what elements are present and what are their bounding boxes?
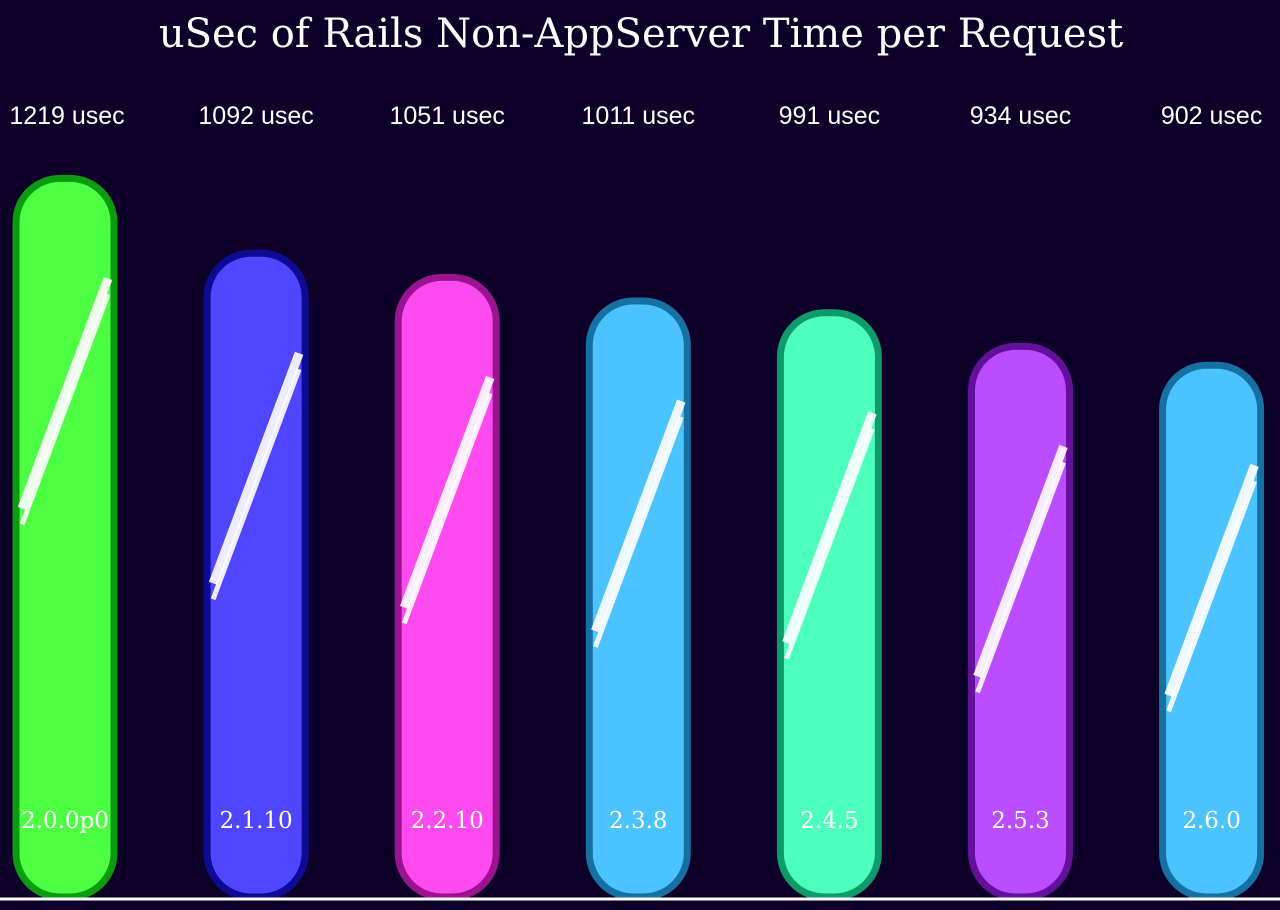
bar-body: [1159, 361, 1265, 901]
value-label: 1011 usec: [582, 102, 696, 130]
value-label: 902 usec: [1161, 102, 1262, 130]
bar-2.6.0: 902 usec 2.6.0: [1159, 102, 1265, 901]
bar-gloss-stripe: [401, 392, 493, 625]
category-label: 2.4.5: [800, 808, 859, 834]
bar-gloss-stripe: [784, 427, 875, 660]
bar-2.1.10: 1092 usec 2.1.10: [198, 102, 314, 901]
value-label: 1092 usec: [198, 102, 313, 130]
bar-2.0.0p0: 1219 usec 2.0.0p0: [9, 102, 125, 901]
chart-title: uSec of Rails Non-AppServer Time per Req…: [159, 11, 1123, 57]
bar-gloss-stripe: [19, 293, 111, 526]
bar-gloss-stripe: [208, 351, 304, 585]
value-label: 1051 usec: [390, 102, 505, 130]
bar-body: [12, 174, 118, 901]
bar-gloss-stripe: [17, 276, 113, 510]
bar-gloss-stripe: [591, 399, 686, 633]
bar-gloss-stripe: [592, 416, 684, 648]
bar-gloss-stripe: [1164, 463, 1259, 697]
bar-2.4.5: 991 usec 2.4.5: [776, 102, 882, 901]
category-label: 2.2.10: [411, 808, 484, 834]
bar-gloss-stripe: [210, 368, 302, 601]
category-label: 2.6.0: [1182, 808, 1241, 834]
bar-2.2.10: 1051 usec 2.2.10: [390, 102, 505, 901]
category-label: 2.1.10: [220, 808, 293, 834]
category-label: 2.5.3: [991, 808, 1050, 834]
value-label: 934 usec: [970, 102, 1071, 130]
bar-gloss-stripe: [1166, 480, 1257, 713]
category-label: 2.0.0p0: [21, 808, 109, 834]
value-label: 991 usec: [779, 102, 880, 130]
value-label: 1219 usec: [9, 102, 124, 130]
category-label: 2.3.8: [609, 808, 668, 834]
bars-group: 1219 usec 2.0.0p0 1092 usec 2.1.10 1051 usec…: [9, 102, 1265, 901]
bar-gloss-stripe: [782, 411, 877, 645]
bar-2.3.8: 1011 usec 2.3.8: [582, 102, 696, 901]
bar-2.5.3: 934 usec 2.5.3: [968, 102, 1073, 901]
bar-gloss-stripe: [973, 444, 1068, 678]
bar-gloss-stripe: [975, 461, 1066, 694]
bar-gloss-stripe: [399, 375, 495, 610]
